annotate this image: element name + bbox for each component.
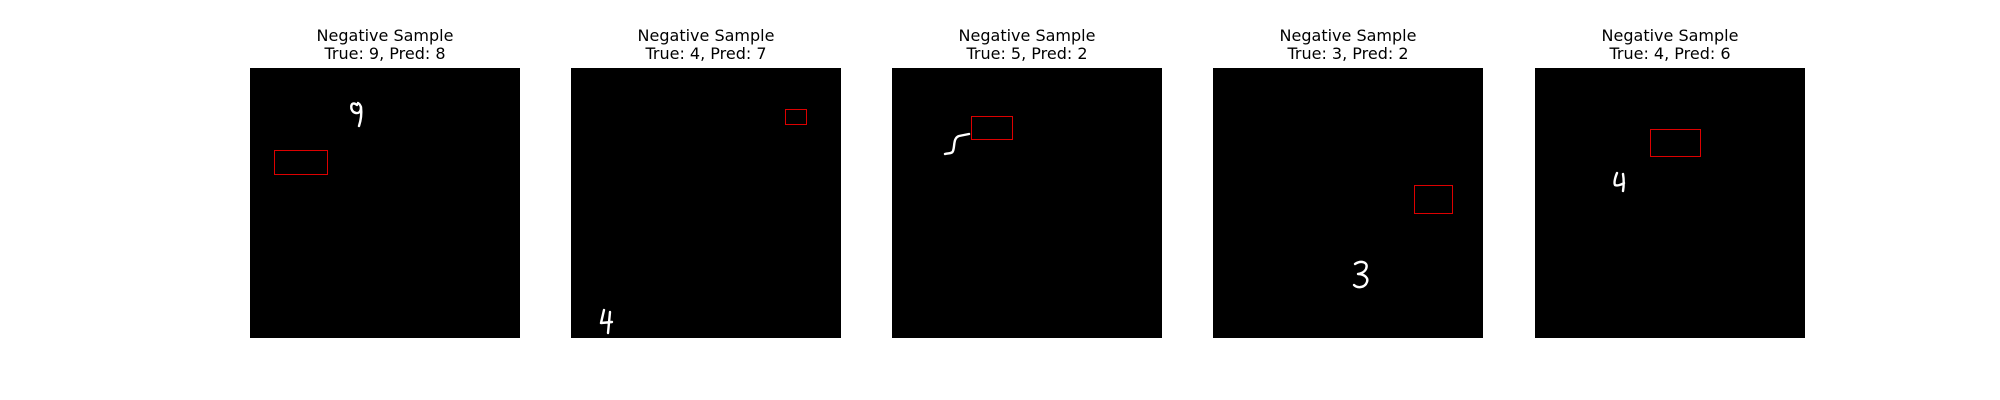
predicted-bounding-box: [1650, 129, 1701, 157]
panel-heading: Negative Sample: [637, 26, 775, 45]
panel-heading: Negative Sample: [1279, 26, 1417, 45]
panel-title: Negative Sample True: 3, Pred: 2: [1173, 27, 1523, 63]
panel-title: Negative Sample True: 4, Pred: 6: [1495, 27, 1845, 63]
digit-glyph-4: [1613, 171, 1626, 193]
panel-heading: Negative Sample: [316, 26, 454, 45]
predicted-bounding-box: [1414, 185, 1453, 214]
digit-glyph-4: [599, 308, 614, 335]
sample-panel-1: Negative Sample True: 9, Pred: 8: [250, 0, 520, 340]
panel-heading: Negative Sample: [958, 26, 1096, 45]
digit-image: [1213, 68, 1483, 338]
sample-panel-5: Negative Sample True: 4, Pred: 6: [1535, 0, 1805, 340]
digit-image: [1535, 68, 1805, 338]
digit-glyph-5: [943, 132, 971, 156]
digit-glyph-9: [350, 101, 363, 128]
panel-title: Negative Sample True: 9, Pred: 8: [210, 27, 560, 63]
sample-panel-3: Negative Sample True: 5, Pred: 2: [892, 0, 1162, 340]
panel-subtitle: True: 5, Pred: 2: [966, 44, 1088, 63]
digit-image: [250, 68, 520, 338]
panel-subtitle: True: 9, Pred: 8: [324, 44, 446, 63]
digit-glyph-3: [1352, 260, 1369, 289]
predicted-bounding-box: [274, 150, 328, 175]
predicted-bounding-box: [785, 109, 807, 125]
panel-title: Negative Sample True: 5, Pred: 2: [852, 27, 1202, 63]
panel-subtitle: True: 4, Pred: 6: [1609, 44, 1731, 63]
digit-image: [892, 68, 1162, 338]
panel-subtitle: True: 3, Pred: 2: [1287, 44, 1409, 63]
panel-title: Negative Sample True: 4, Pred: 7: [531, 27, 881, 63]
panel-heading: Negative Sample: [1601, 26, 1739, 45]
panel-subtitle: True: 4, Pred: 7: [645, 44, 767, 63]
digit-image: [571, 68, 841, 338]
predicted-bounding-box: [971, 116, 1013, 140]
sample-panel-2: Negative Sample True: 4, Pred: 7: [571, 0, 841, 340]
sample-panel-4: Negative Sample True: 3, Pred: 2: [1213, 0, 1483, 340]
